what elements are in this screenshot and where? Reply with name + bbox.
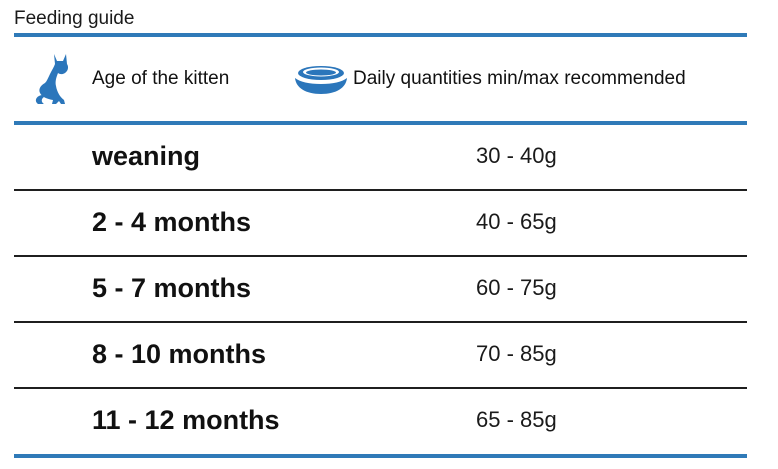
age-cell: weaning (92, 141, 201, 171)
table-header: Age of the kitten Daily quantities min/m… (14, 37, 747, 121)
feeding-table: weaning 30 - 40g 2 - 4 months 40 - 65g 5… (14, 125, 747, 452)
food-bowl-icon (295, 66, 347, 94)
table-row: weaning 30 - 40g (14, 125, 747, 191)
table-row: 8 - 10 months 70 - 85g (14, 323, 747, 389)
cat-icon (35, 54, 69, 104)
age-cell: 2 - 4 months (92, 207, 252, 237)
quantity-cell: 65 - 85g (476, 407, 557, 432)
page-title: Feeding guide (14, 8, 135, 29)
age-cell: 11 - 12 months (92, 405, 280, 435)
quantity-cell: 40 - 65g (476, 209, 557, 234)
quantity-cell: 60 - 75g (476, 275, 557, 300)
age-column-header: Age of the kitten (92, 68, 230, 89)
table-row: 11 - 12 months 65 - 85g (14, 389, 747, 452)
age-cell: 5 - 7 months (92, 273, 252, 303)
bottom-rule (14, 454, 747, 458)
quantity-cell: 30 - 40g (476, 143, 557, 168)
quantity-column-header: Daily quantities min/max recommended (353, 68, 686, 89)
header-rule (14, 121, 747, 125)
quantity-cell: 70 - 85g (476, 341, 557, 366)
table-row: 5 - 7 months 60 - 75g (14, 257, 747, 323)
table-row: 2 - 4 months 40 - 65g (14, 191, 747, 257)
age-cell: 8 - 10 months (92, 339, 267, 369)
top-rule (14, 33, 747, 37)
